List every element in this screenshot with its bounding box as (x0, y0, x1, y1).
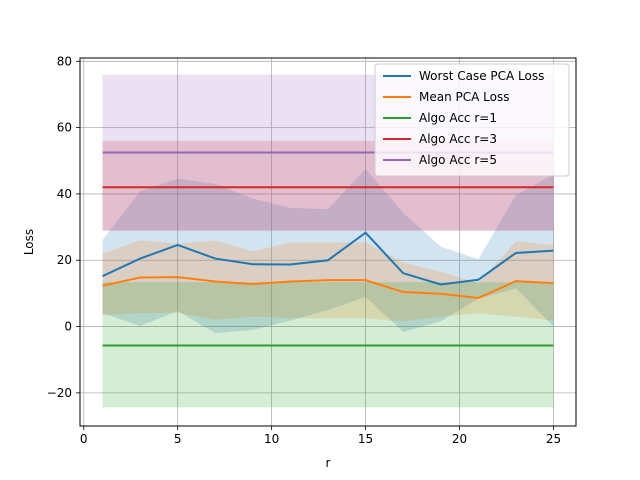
x-tick-label: 5 (174, 432, 182, 446)
x-tick-label: 20 (452, 432, 467, 446)
y-axis-label: Loss (22, 229, 36, 255)
line-series-1 (102, 276, 554, 300)
x-tick-label: 25 (546, 432, 561, 446)
line-series-0 (102, 231, 554, 286)
y-tick-label: 0 (64, 320, 72, 334)
x-tick-label: 15 (358, 432, 373, 446)
legend: Worst Case PCA Loss Mean PCA Loss Algo Acc… (374, 63, 570, 177)
legend-label-4: Algo Acc r=5 (419, 153, 497, 167)
y-tick-label: 80 (57, 54, 72, 68)
legend-label-3: Algo Acc r=3 (419, 132, 497, 146)
legend-label-1: Mean PCA Loss (419, 90, 509, 104)
band-series-0 (102, 168, 554, 334)
y-tick-label: 20 (57, 253, 72, 267)
y-tick-label: 60 (57, 121, 72, 135)
axes-frame (79, 57, 577, 427)
y-tick-label: −20 (47, 386, 72, 400)
x-tick-label: 0 (80, 432, 88, 446)
x-tick-label: 10 (264, 432, 279, 446)
legend-label-2: Algo Acc r=1 (419, 111, 497, 125)
axis-ticks: 0 5 10 15 20 25 −20 0 20 40 60 80 (47, 54, 561, 446)
legend-label-0: Worst Case PCA Loss (419, 69, 544, 83)
x-axis-label: r (326, 456, 331, 470)
y-tick-label: 40 (57, 187, 72, 201)
legend-box (374, 63, 570, 177)
